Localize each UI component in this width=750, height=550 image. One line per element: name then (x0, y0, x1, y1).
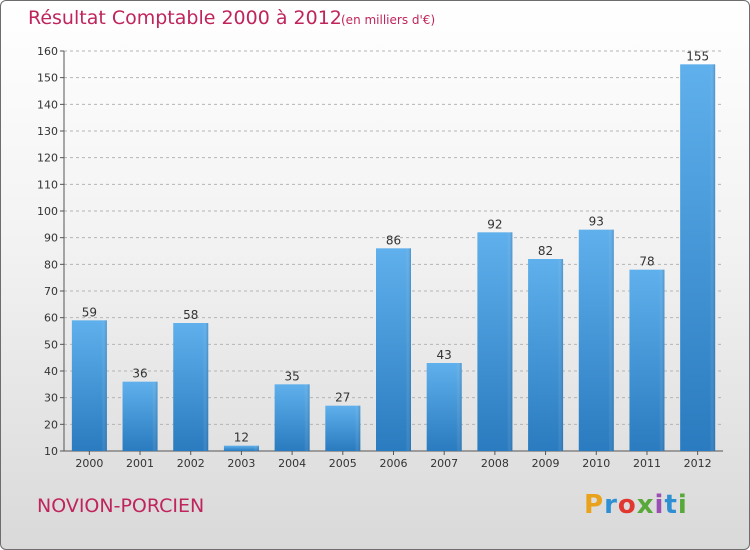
bar-shade (426, 363, 462, 451)
bar-shade (173, 323, 209, 451)
bar-shade (528, 259, 564, 451)
bar-value-label: 93 (589, 215, 604, 229)
x-tick-label: 2007 (430, 457, 458, 470)
bar-value-label: 58 (183, 308, 198, 322)
bar-value-label: 27 (335, 391, 350, 405)
bar-shade (325, 405, 361, 451)
bar-shade (122, 381, 158, 451)
x-tick-label: 2006 (380, 457, 408, 470)
y-tick-label: 140 (37, 98, 58, 111)
bar-value-label: 35 (284, 369, 299, 383)
y-tick-label: 120 (37, 152, 58, 165)
bar-value-label: 43 (437, 348, 452, 362)
bar-value-label: 78 (639, 255, 654, 269)
bar-value-label: 86 (386, 233, 401, 247)
bar-shade (680, 64, 716, 452)
labels: 10 20 30 40 50 60 70 80 90 100 110 120 130 140 150 160 5… (37, 45, 712, 470)
bar-shade (477, 232, 513, 451)
chart-subtitle: (en milliers d'€) (341, 13, 436, 27)
x-tick-label: 2012 (684, 457, 712, 470)
x-tick-label: 2011 (633, 457, 661, 470)
x-tick-label: 2003 (227, 457, 255, 470)
bar-value-label: 92 (487, 217, 502, 231)
y-tick-label: 50 (44, 338, 58, 351)
y-tick-label: 90 (44, 232, 58, 245)
x-tick-label: 2004 (278, 457, 306, 470)
bar-shade (629, 269, 665, 451)
y-tick-label: 10 (44, 445, 58, 458)
bar-shade (578, 229, 614, 451)
y-tick-label: 60 (44, 312, 58, 325)
bar-value-label: 12 (234, 431, 249, 445)
bar-value-label: 82 (538, 244, 553, 258)
bar-shade (274, 384, 310, 451)
brand-logo: Proxiti (584, 490, 688, 520)
x-tick-label: 2005 (329, 457, 357, 470)
bar-shade (71, 320, 107, 451)
x-tick-label: 2000 (75, 457, 103, 470)
y-tick-label: 150 (37, 72, 58, 85)
x-tick-label: 2009 (532, 457, 560, 470)
x-tick-label: 2002 (177, 457, 205, 470)
y-tick-label: 80 (44, 258, 58, 271)
commune-name: NOVION-PORCIEN (37, 495, 205, 517)
y-tick-label: 100 (37, 205, 58, 218)
y-tick-label: 130 (37, 125, 58, 138)
bar-shade (223, 445, 259, 451)
chart-title: Résultat Comptable 2000 à 2012 (28, 7, 342, 29)
y-tick-label: 40 (44, 365, 58, 378)
y-tick-label: 20 (44, 418, 58, 431)
y-tick-label: 160 (37, 45, 58, 58)
x-tick-label: 2001 (126, 457, 154, 470)
y-tick-label: 70 (44, 285, 58, 298)
y-tick-label: 110 (37, 178, 58, 191)
x-tick-label: 2008 (481, 457, 509, 470)
bar-value-label: 36 (132, 367, 147, 381)
bar-shade (376, 248, 411, 451)
y-tick-label: 30 (44, 392, 58, 405)
x-tick-label: 2010 (582, 457, 610, 470)
bars (71, 64, 716, 452)
bar-value-label: 59 (82, 305, 97, 319)
bar-value-label: 155 (686, 49, 709, 63)
